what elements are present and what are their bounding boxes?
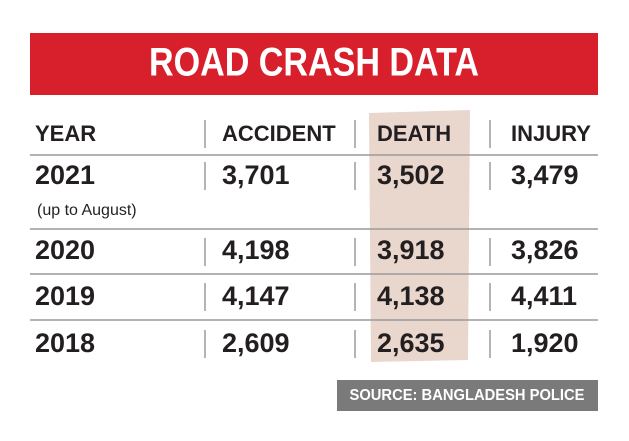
value-cell: 2,609 bbox=[222, 328, 290, 358]
table: YEAR ACCIDENT DEATH INJURY 2021 (up to August… bbox=[35, 120, 591, 358]
value-cell: 3,479 bbox=[511, 160, 579, 190]
column-header: INJURY bbox=[511, 121, 591, 146]
year-cell: 2021 bbox=[35, 160, 95, 190]
source: SOURCE: BANGLADESH POLICE bbox=[350, 387, 585, 404]
column-header: DEATH bbox=[377, 121, 451, 146]
source-box bbox=[337, 380, 598, 411]
column-header: ACCIDENT bbox=[222, 121, 336, 146]
value-cell: 3,701 bbox=[222, 160, 290, 190]
title: ROAD CRASH DATA bbox=[149, 41, 479, 85]
year-cell: 2018 bbox=[35, 328, 95, 358]
value-cell: 4,147 bbox=[222, 281, 290, 311]
death-column-highlight bbox=[369, 110, 470, 362]
year-cell: 2020 bbox=[35, 235, 95, 265]
value-cell: 3,502 bbox=[377, 160, 445, 190]
value-cell: 4,138 bbox=[377, 281, 445, 311]
column-header: YEAR bbox=[35, 121, 96, 146]
value-cell: 2,635 bbox=[377, 328, 445, 358]
value-cell: 4,411 bbox=[511, 281, 577, 311]
value-cell: 3,826 bbox=[511, 235, 579, 265]
value-cell: 4,198 bbox=[222, 235, 290, 265]
year-note: (up to August) bbox=[37, 202, 137, 219]
year-cell: 2019 bbox=[35, 281, 95, 311]
value-cell: 1,920 bbox=[511, 328, 579, 358]
value-cell: 3,918 bbox=[377, 235, 445, 265]
title-banner bbox=[30, 33, 598, 95]
